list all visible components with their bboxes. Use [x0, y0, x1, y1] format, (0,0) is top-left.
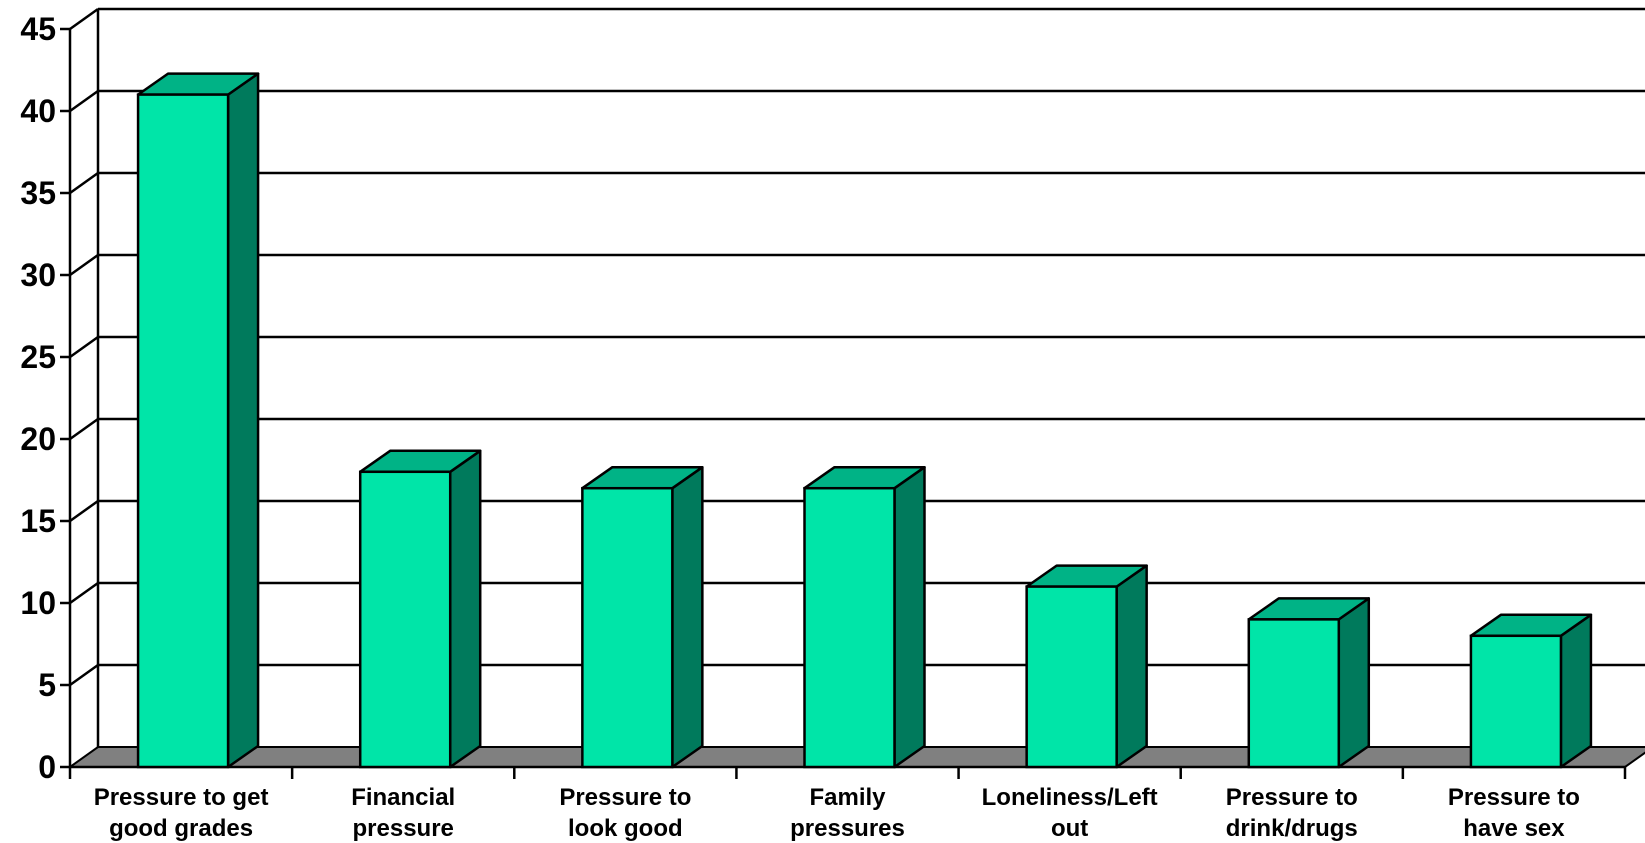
bar [803, 486, 896, 769]
gridline-side [69, 89, 99, 113]
gridline-side [69, 499, 99, 523]
x-category-label: have sex [1463, 815, 1565, 842]
y-tick-label: 25 [20, 339, 56, 375]
bar-side [1115, 564, 1148, 769]
bar-side [893, 465, 926, 769]
y-tick-label: 30 [20, 257, 56, 293]
bar-side [1559, 613, 1593, 769]
x-category-label: pressure [353, 815, 454, 842]
x-category-label: Family [809, 784, 886, 811]
gridline-side [69, 253, 99, 277]
bar [358, 470, 452, 769]
x-category-label: Pressure to [1226, 784, 1358, 811]
x-category-label: Pressure to get [94, 784, 269, 811]
gridline-side [69, 7, 99, 31]
x-category-label: out [1051, 815, 1088, 842]
gridline-side [69, 581, 99, 605]
y-tick-label: 45 [20, 11, 56, 47]
y-tick-label: 35 [20, 175, 56, 211]
bar-side [226, 72, 260, 769]
x-category-label: pressures [790, 815, 905, 842]
x-category-label: drink/drugs [1226, 815, 1358, 842]
gridline-side [69, 335, 99, 359]
x-category-label: Pressure to [1448, 784, 1580, 811]
x-category-label: Loneliness/Left [982, 784, 1158, 811]
bar [1247, 618, 1341, 769]
y-tick-label: 15 [20, 503, 56, 539]
y-tick-label: 10 [20, 585, 56, 621]
bar [581, 486, 674, 769]
bar-side [671, 465, 704, 769]
bar [1025, 585, 1118, 769]
bar-side [1337, 597, 1371, 769]
bar [136, 93, 230, 769]
bar-side [448, 449, 482, 769]
x-category-label: Pressure to [559, 784, 691, 811]
y-tick-label: 0 [38, 749, 56, 785]
y-tick-label: 20 [20, 421, 56, 457]
gridline-side [69, 417, 99, 441]
gridline-side [69, 663, 99, 687]
y-tick-label: 5 [38, 667, 56, 703]
gridline-side [69, 171, 99, 195]
x-category-label: Financial [351, 784, 455, 811]
y-tick-label: 40 [20, 93, 56, 129]
x-category-label: look good [568, 815, 683, 842]
bar [1469, 634, 1563, 769]
x-category-label: good grades [109, 815, 253, 842]
